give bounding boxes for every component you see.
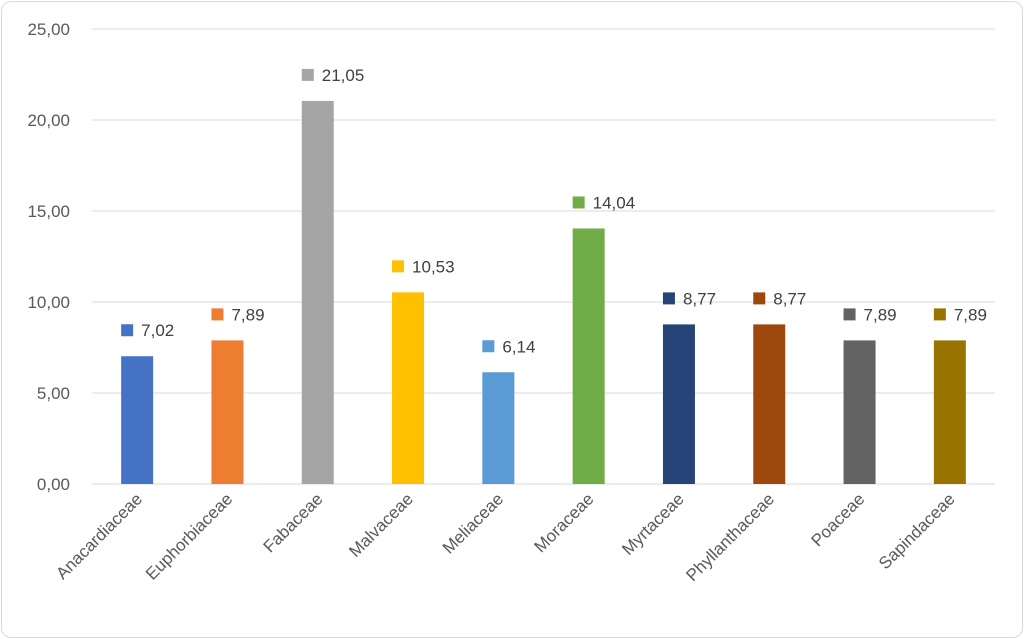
data-label-key <box>301 68 314 81</box>
data-label: 7,02 <box>141 321 174 340</box>
data-label-key <box>211 308 224 321</box>
x-tick-label: Meliaceae <box>439 489 507 557</box>
data-label: 14,04 <box>593 193 636 212</box>
y-tick-label: 15,00 <box>27 202 70 221</box>
x-tick-label: Malvaceae <box>345 489 417 561</box>
data-label: 8,77 <box>683 289 716 308</box>
data-label: 7,89 <box>954 305 987 324</box>
data-label-key <box>121 324 134 337</box>
y-tick-label: 5,00 <box>37 384 70 403</box>
y-tick-label: 25,00 <box>27 20 70 39</box>
data-label-key <box>392 260 405 273</box>
x-tick-label: Myrtaceae <box>618 489 688 559</box>
y-tick-label: 10,00 <box>27 293 70 312</box>
data-label-key <box>933 308 946 321</box>
bar <box>482 372 515 484</box>
bar <box>301 100 334 484</box>
y-axis: 0,00 5,00 10,00 15,00 20,00 25,00 <box>27 20 70 494</box>
bar <box>121 356 154 484</box>
bars <box>121 100 966 484</box>
y-tick-label: 20,00 <box>27 111 70 130</box>
bar <box>392 292 425 484</box>
bar <box>662 324 695 484</box>
x-tick-label: Moraceae <box>531 489 598 556</box>
bar <box>572 228 605 484</box>
x-tick-label: Phyllanthaceae <box>682 489 778 585</box>
x-tick-label: Euphorbiaceae <box>142 489 236 583</box>
data-label: 7,89 <box>864 305 897 324</box>
bar <box>843 340 876 484</box>
x-tick-label: Fabaceae <box>260 489 327 556</box>
bar <box>753 324 786 484</box>
data-label-key <box>843 308 856 321</box>
bar <box>211 340 244 484</box>
x-tick-label: Sapindaceae <box>875 489 959 573</box>
y-tick-label: 0,00 <box>37 475 70 494</box>
data-label-key <box>572 196 585 209</box>
x-tick-label: Anacardiaceae <box>52 489 146 583</box>
data-label-key <box>662 292 675 305</box>
data-label: 6,14 <box>502 337 535 356</box>
data-label: 10,53 <box>412 257 455 276</box>
data-label-key <box>753 292 766 305</box>
data-labels: 7,02 7,89 21,05 10,53 6,14 14,04 8,77 8,77 7,89 7… <box>121 66 987 356</box>
x-tick-label: Poaceae <box>807 489 868 550</box>
data-label: 21,05 <box>322 66 365 85</box>
bar <box>933 340 966 484</box>
data-label-key <box>482 340 495 353</box>
data-label: 8,77 <box>773 289 806 308</box>
data-label: 7,89 <box>231 305 264 324</box>
